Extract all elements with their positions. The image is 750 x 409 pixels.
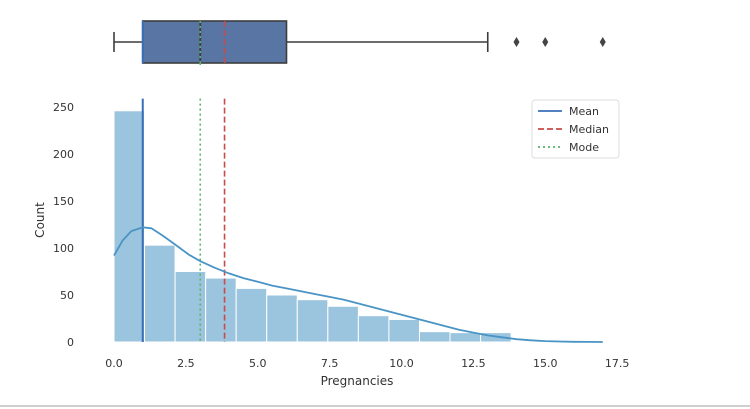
kde-curve [113, 226, 603, 343]
histogram-bar [357, 315, 390, 343]
outlier-marker [542, 37, 549, 47]
x-tick-label: 10.0 [389, 357, 414, 370]
histogram-bar [388, 318, 420, 343]
y-tick-label: 100 [53, 242, 74, 255]
bottom-divider [0, 405, 750, 407]
histogram-bar [418, 331, 451, 343]
legend-frame [531, 99, 620, 159]
y-tick-label: 50 [60, 289, 74, 302]
x-tick-label: 12.5 [461, 357, 486, 370]
x-tick-label: 7.5 [321, 357, 339, 370]
x-tick-label: 15.0 [533, 357, 558, 370]
boxplot-panel [113, 20, 606, 65]
x-tick-label: 0.0 [105, 357, 123, 370]
x-axis-ticks: 0.0 2.5 5.0 7.5 10.0 12.5 15.0 17.5 [105, 357, 629, 370]
histogram-panel: 0.0 2.5 5.0 7.5 10.0 12.5 15.0 17.5 0 50 100 150 20… [33, 98, 629, 388]
histogram-bar [174, 271, 207, 343]
y-tick-label: 200 [53, 148, 74, 161]
legend: Mean Median Mode [531, 99, 620, 159]
histogram-bars [113, 110, 512, 343]
y-tick-label: 0 [67, 336, 74, 349]
y-axis-ticks: 0 50 100 150 200 250 [53, 101, 74, 349]
legend-label-median: Median [569, 123, 609, 136]
histogram-bar [327, 305, 359, 343]
histogram-bar [235, 287, 268, 343]
legend-label-mean: Mean [569, 105, 599, 118]
histogram-bar [205, 277, 237, 343]
outlier-marker [599, 37, 606, 47]
histogram-bar [296, 299, 329, 343]
outlier-marker [513, 37, 520, 47]
y-tick-label: 150 [53, 195, 74, 208]
y-axis-label: Count [33, 202, 47, 238]
x-tick-label: 5.0 [249, 357, 267, 370]
y-tick-label: 250 [53, 101, 74, 114]
histogram-bar [113, 110, 146, 343]
legend-label-mode: Mode [569, 141, 599, 154]
x-tick-label: 2.5 [177, 357, 195, 370]
histogram-bar [144, 244, 176, 343]
iqr-box [141, 20, 288, 64]
histogram-bar [266, 294, 298, 343]
reference-lines [141, 98, 226, 342]
x-axis-label: Pregnancies [321, 374, 394, 388]
x-tick-label: 17.5 [605, 357, 630, 370]
